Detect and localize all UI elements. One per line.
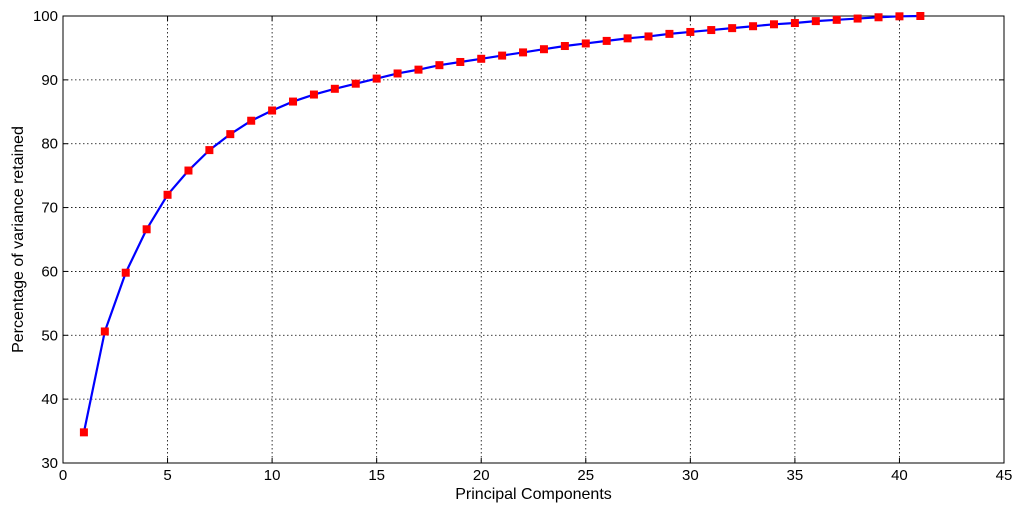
data-point (289, 97, 298, 106)
x-tick-label: 30 (682, 467, 699, 484)
y-tick-label: 60 (41, 263, 58, 280)
x-tick-label: 25 (577, 467, 594, 484)
x-tick-label: 35 (787, 467, 804, 484)
data-point (769, 20, 778, 29)
x-axis-label: Principal Components (455, 486, 612, 503)
y-tick-label: 80 (41, 136, 58, 153)
plot-area (63, 16, 1004, 463)
data-point (498, 51, 507, 60)
tick-labels: 0 5 10 15 20 25 30 35 40 45 30 40 50 60 70 80 90 100 (33, 8, 1012, 484)
x-tick-label: 5 (163, 467, 171, 484)
data-point (226, 130, 235, 139)
data-point (121, 268, 130, 277)
data-point (895, 12, 904, 21)
x-tick-label: 20 (473, 467, 490, 484)
y-tick-label: 50 (41, 327, 58, 344)
data-point (832, 15, 841, 24)
series (79, 12, 925, 437)
data-point (142, 225, 151, 234)
plot-frame (62, 15, 1005, 464)
y-axis-label: Percentage of variance retained (10, 126, 27, 353)
data-point (686, 27, 695, 36)
data-point (184, 166, 193, 175)
data-point (351, 79, 360, 88)
data-point (456, 57, 465, 66)
data-point (707, 26, 716, 35)
data-point (205, 146, 214, 155)
data-point (519, 48, 528, 57)
data-point (393, 69, 402, 78)
data-point (163, 190, 172, 199)
y-tick-label: 30 (41, 455, 58, 472)
data-point (477, 54, 486, 63)
grid (63, 16, 1004, 463)
data-point (372, 74, 381, 83)
data-point (100, 327, 109, 336)
data-point (644, 32, 653, 41)
data-point (790, 19, 799, 28)
x-tick-label: 0 (59, 467, 67, 484)
data-point (79, 428, 88, 437)
y-tick-label: 90 (41, 72, 58, 89)
data-point (749, 22, 758, 31)
data-point (414, 65, 423, 74)
data-point (853, 14, 862, 23)
x-tick-label: 45 (996, 467, 1013, 484)
data-point (665, 29, 674, 38)
data-point (916, 12, 925, 20)
data-point (309, 90, 318, 99)
x-tick-label: 40 (891, 467, 908, 484)
y-tick-label: 70 (41, 200, 58, 217)
data-point (874, 13, 883, 22)
y-tick-label: 100 (33, 8, 58, 25)
data-point (728, 24, 737, 33)
data-point (602, 36, 611, 45)
data-point (268, 106, 277, 115)
data-point (581, 39, 590, 48)
data-point (247, 116, 256, 125)
x-tick-label: 15 (368, 467, 385, 484)
data-point (435, 61, 444, 70)
data-point (623, 34, 632, 43)
data-point (330, 84, 339, 93)
x-tick-label: 10 (264, 467, 281, 484)
y-tick-label: 40 (41, 391, 58, 408)
data-point (539, 45, 548, 54)
data-point (560, 42, 569, 51)
data-point (811, 17, 820, 26)
